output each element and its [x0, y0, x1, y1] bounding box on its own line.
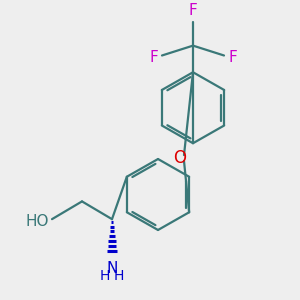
Text: F: F — [149, 50, 158, 65]
Text: HO: HO — [26, 214, 49, 229]
Text: F: F — [189, 3, 197, 18]
Text: F: F — [228, 50, 237, 65]
Text: H: H — [114, 269, 124, 284]
Text: O: O — [173, 149, 187, 167]
Text: H: H — [100, 269, 110, 284]
Text: N: N — [106, 261, 118, 276]
